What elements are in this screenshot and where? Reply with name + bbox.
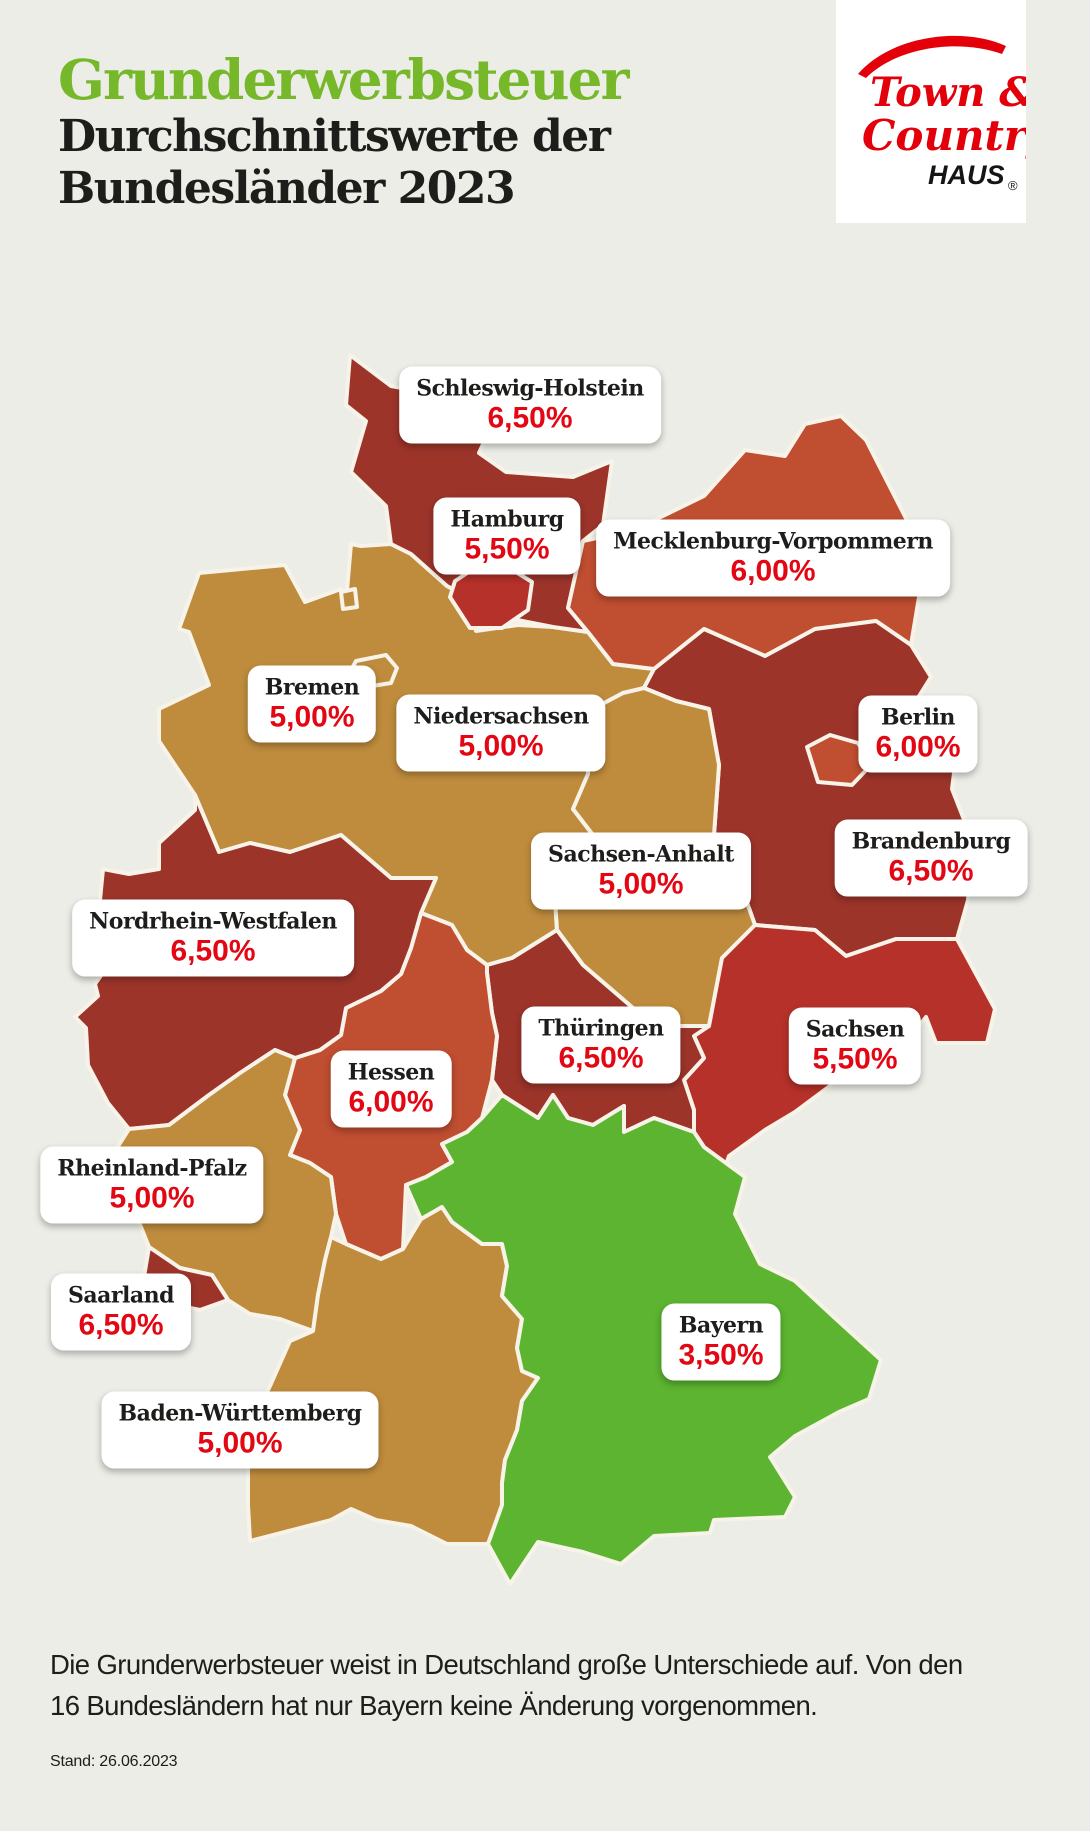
- state-name: Sachsen-Anhalt: [548, 841, 734, 868]
- state-name: Bayern: [678, 1312, 764, 1339]
- state-name: Schleswig-Holstein: [416, 375, 644, 402]
- state-tax-value: 5,50%: [464, 532, 550, 566]
- logo-town-text: Town &: [870, 69, 1026, 116]
- state-name: Hamburg: [450, 506, 564, 533]
- state-shape-bayern: [404, 1093, 883, 1586]
- state-name: Rheinland-Pfalz: [57, 1155, 247, 1182]
- page-title: Grunderwerbsteuer: [58, 47, 629, 112]
- state-tax-value: 6,50%: [487, 401, 573, 435]
- state-name: Hessen: [347, 1059, 435, 1086]
- state-label-saarland: Saarland 6,50%: [51, 1273, 191, 1351]
- state-tax-value: 5,00%: [269, 700, 355, 734]
- state-tax-value: 6,00%: [730, 554, 816, 588]
- town-country-logo: Town & Country HAUS ®: [836, 0, 1026, 223]
- state-label-hamburg: Hamburg 5,50%: [433, 497, 581, 575]
- footer-text-line1: Die Grunderwerbsteuer weist in Deutschla…: [50, 1649, 963, 1680]
- logo-swoosh: [858, 35, 1006, 78]
- state-label-nordrhein-westfalen: Nordrhein-Westfalen 6,50%: [72, 899, 354, 977]
- state-tax-value: 5,00%: [458, 729, 544, 763]
- page-subtitle-line1: Durchschnittswerte der: [58, 110, 611, 162]
- state-name: Bremen: [264, 674, 360, 701]
- state-name: Mecklenburg-Vorpommern: [613, 528, 933, 555]
- state-tax-value: 5,00%: [598, 867, 684, 901]
- state-name: Thüringen: [538, 1015, 664, 1042]
- state-label-thueringen: Thüringen 6,50%: [521, 1006, 681, 1084]
- state-name: Brandenburg: [851, 828, 1011, 855]
- state-name: Saarland: [68, 1282, 174, 1309]
- state-tax-value: 6,00%: [348, 1085, 434, 1119]
- state-tax-value: 6,50%: [170, 934, 256, 968]
- state-tax-value: 5,00%: [109, 1181, 195, 1215]
- state-shape-bremen: [339, 587, 359, 611]
- state-label-bayern: Bayern 3,50%: [661, 1303, 781, 1381]
- state-label-sachsen-anhalt: Sachsen-Anhalt 5,00%: [531, 832, 751, 910]
- state-tax-value: 5,50%: [812, 1042, 898, 1076]
- state-label-rheinland-pfalz: Rheinland-Pfalz 5,00%: [40, 1146, 264, 1224]
- state-label-bremen: Bremen 5,00%: [247, 665, 377, 743]
- state-tax-value: 3,50%: [678, 1338, 764, 1372]
- state-label-hessen: Hessen 6,00%: [330, 1050, 452, 1128]
- stand-date: Stand: 26.06.2023: [50, 1752, 178, 1770]
- state-label-schleswig-holstein: Schleswig-Holstein 6,50%: [399, 366, 661, 444]
- state-name: Niedersachsen: [413, 703, 589, 730]
- state-name: Baden-Württemberg: [118, 1400, 362, 1427]
- footer-text-line2: 16 Bundesländern hat nur Bayern keine Än…: [50, 1690, 818, 1722]
- footer: Die Grunderwerbsteuer weist in Deutschla…: [50, 1644, 1070, 1771]
- logo-country-text: Country: [862, 111, 1026, 160]
- logo-haus-text: HAUS: [928, 160, 1005, 190]
- state-name: Nordrhein-Westfalen: [89, 908, 337, 935]
- town-country-logo-graphic: Town & Country HAUS ®: [858, 35, 1026, 193]
- state-label-niedersachsen: Niedersachsen 5,00%: [396, 694, 606, 772]
- logo-registered-mark: ®: [1008, 178, 1018, 193]
- state-shape-hamburg: [448, 562, 534, 630]
- state-name: Sachsen: [805, 1016, 905, 1043]
- state-tax-value: 6,50%: [558, 1041, 644, 1075]
- header: Grunderwerbsteuer Durchschnittswerte der…: [58, 47, 629, 216]
- state-tax-value: 6,50%: [888, 854, 974, 888]
- state-label-brandenburg: Brandenburg 6,50%: [834, 819, 1028, 897]
- state-label-mecklenburg-vorpommern: Mecklenburg-Vorpommern 6,00%: [596, 519, 950, 597]
- state-label-baden-wuerttemberg: Baden-Württemberg 5,00%: [101, 1391, 379, 1469]
- state-tax-value: 6,50%: [78, 1308, 164, 1342]
- state-tax-value: 6,00%: [875, 730, 961, 764]
- state-name: Berlin: [881, 704, 955, 731]
- state-label-berlin: Berlin 6,00%: [858, 695, 978, 773]
- state-label-sachsen: Sachsen 5,50%: [788, 1007, 922, 1085]
- page-subtitle-line2: Bundesländer 2023: [58, 163, 516, 215]
- state-tax-value: 5,00%: [197, 1426, 283, 1460]
